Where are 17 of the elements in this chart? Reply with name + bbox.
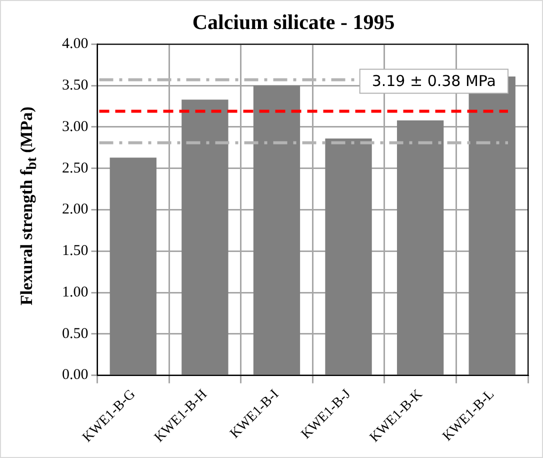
y-tick-label: 3.50: [62, 78, 88, 94]
y-tick-label: 2.50: [62, 160, 88, 176]
y-tick-label: 4.00: [62, 36, 88, 52]
y-tick-label: 2.00: [62, 202, 88, 218]
y-tick-label: 3.00: [62, 118, 88, 135]
bar: [468, 76, 516, 375]
y-tick-label: 1.50: [62, 243, 88, 260]
y-tick-label: 1.00: [62, 284, 88, 300]
y-tick-label: 0.50: [62, 326, 88, 342]
bar: [396, 120, 444, 375]
ref-line-label: 3.19 ± 0.38 MPa: [372, 72, 496, 90]
bar: [182, 100, 228, 375]
y-tick-label: 0.00: [62, 367, 88, 384]
chart-title: Calcium silicate - 1995: [192, 10, 395, 34]
bar: [325, 138, 372, 375]
bar: [253, 86, 300, 375]
bar: [110, 158, 156, 375]
